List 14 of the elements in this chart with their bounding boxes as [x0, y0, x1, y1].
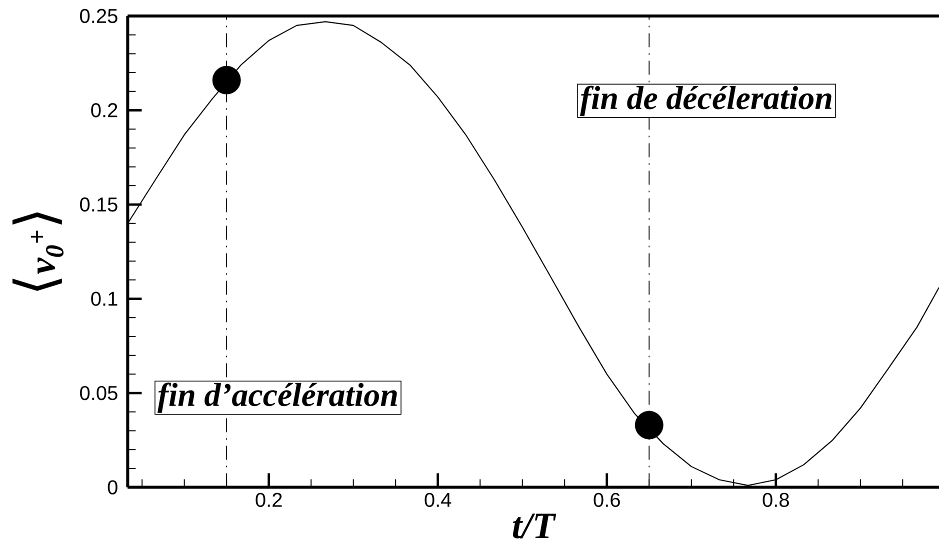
x-axis-title: t/T [512, 514, 556, 538]
x-tick-label: 0.8 [762, 492, 789, 507]
y-axis-title: ⟨v$_{0}$$^{+}$⟩ [12, 212, 64, 291]
y-tick-label: 0.15 [80, 197, 118, 212]
x-tick-label: 0.4 [424, 492, 452, 507]
ref-line-label: fin de décéleration [580, 86, 832, 116]
y-tick-label: 0.1 [91, 292, 118, 306]
x-tick-label: 0.2 [256, 492, 282, 507]
y-tick-label: 0.05 [80, 386, 118, 400]
x-tick-label: 0.6 [594, 492, 620, 507]
ref-line-label: fin d’accélération [157, 382, 397, 413]
y-tick-label: 0.25 [80, 8, 118, 24]
y-tick-label: 0.2 [91, 103, 118, 118]
y-tick-label: 0 [108, 480, 118, 494]
